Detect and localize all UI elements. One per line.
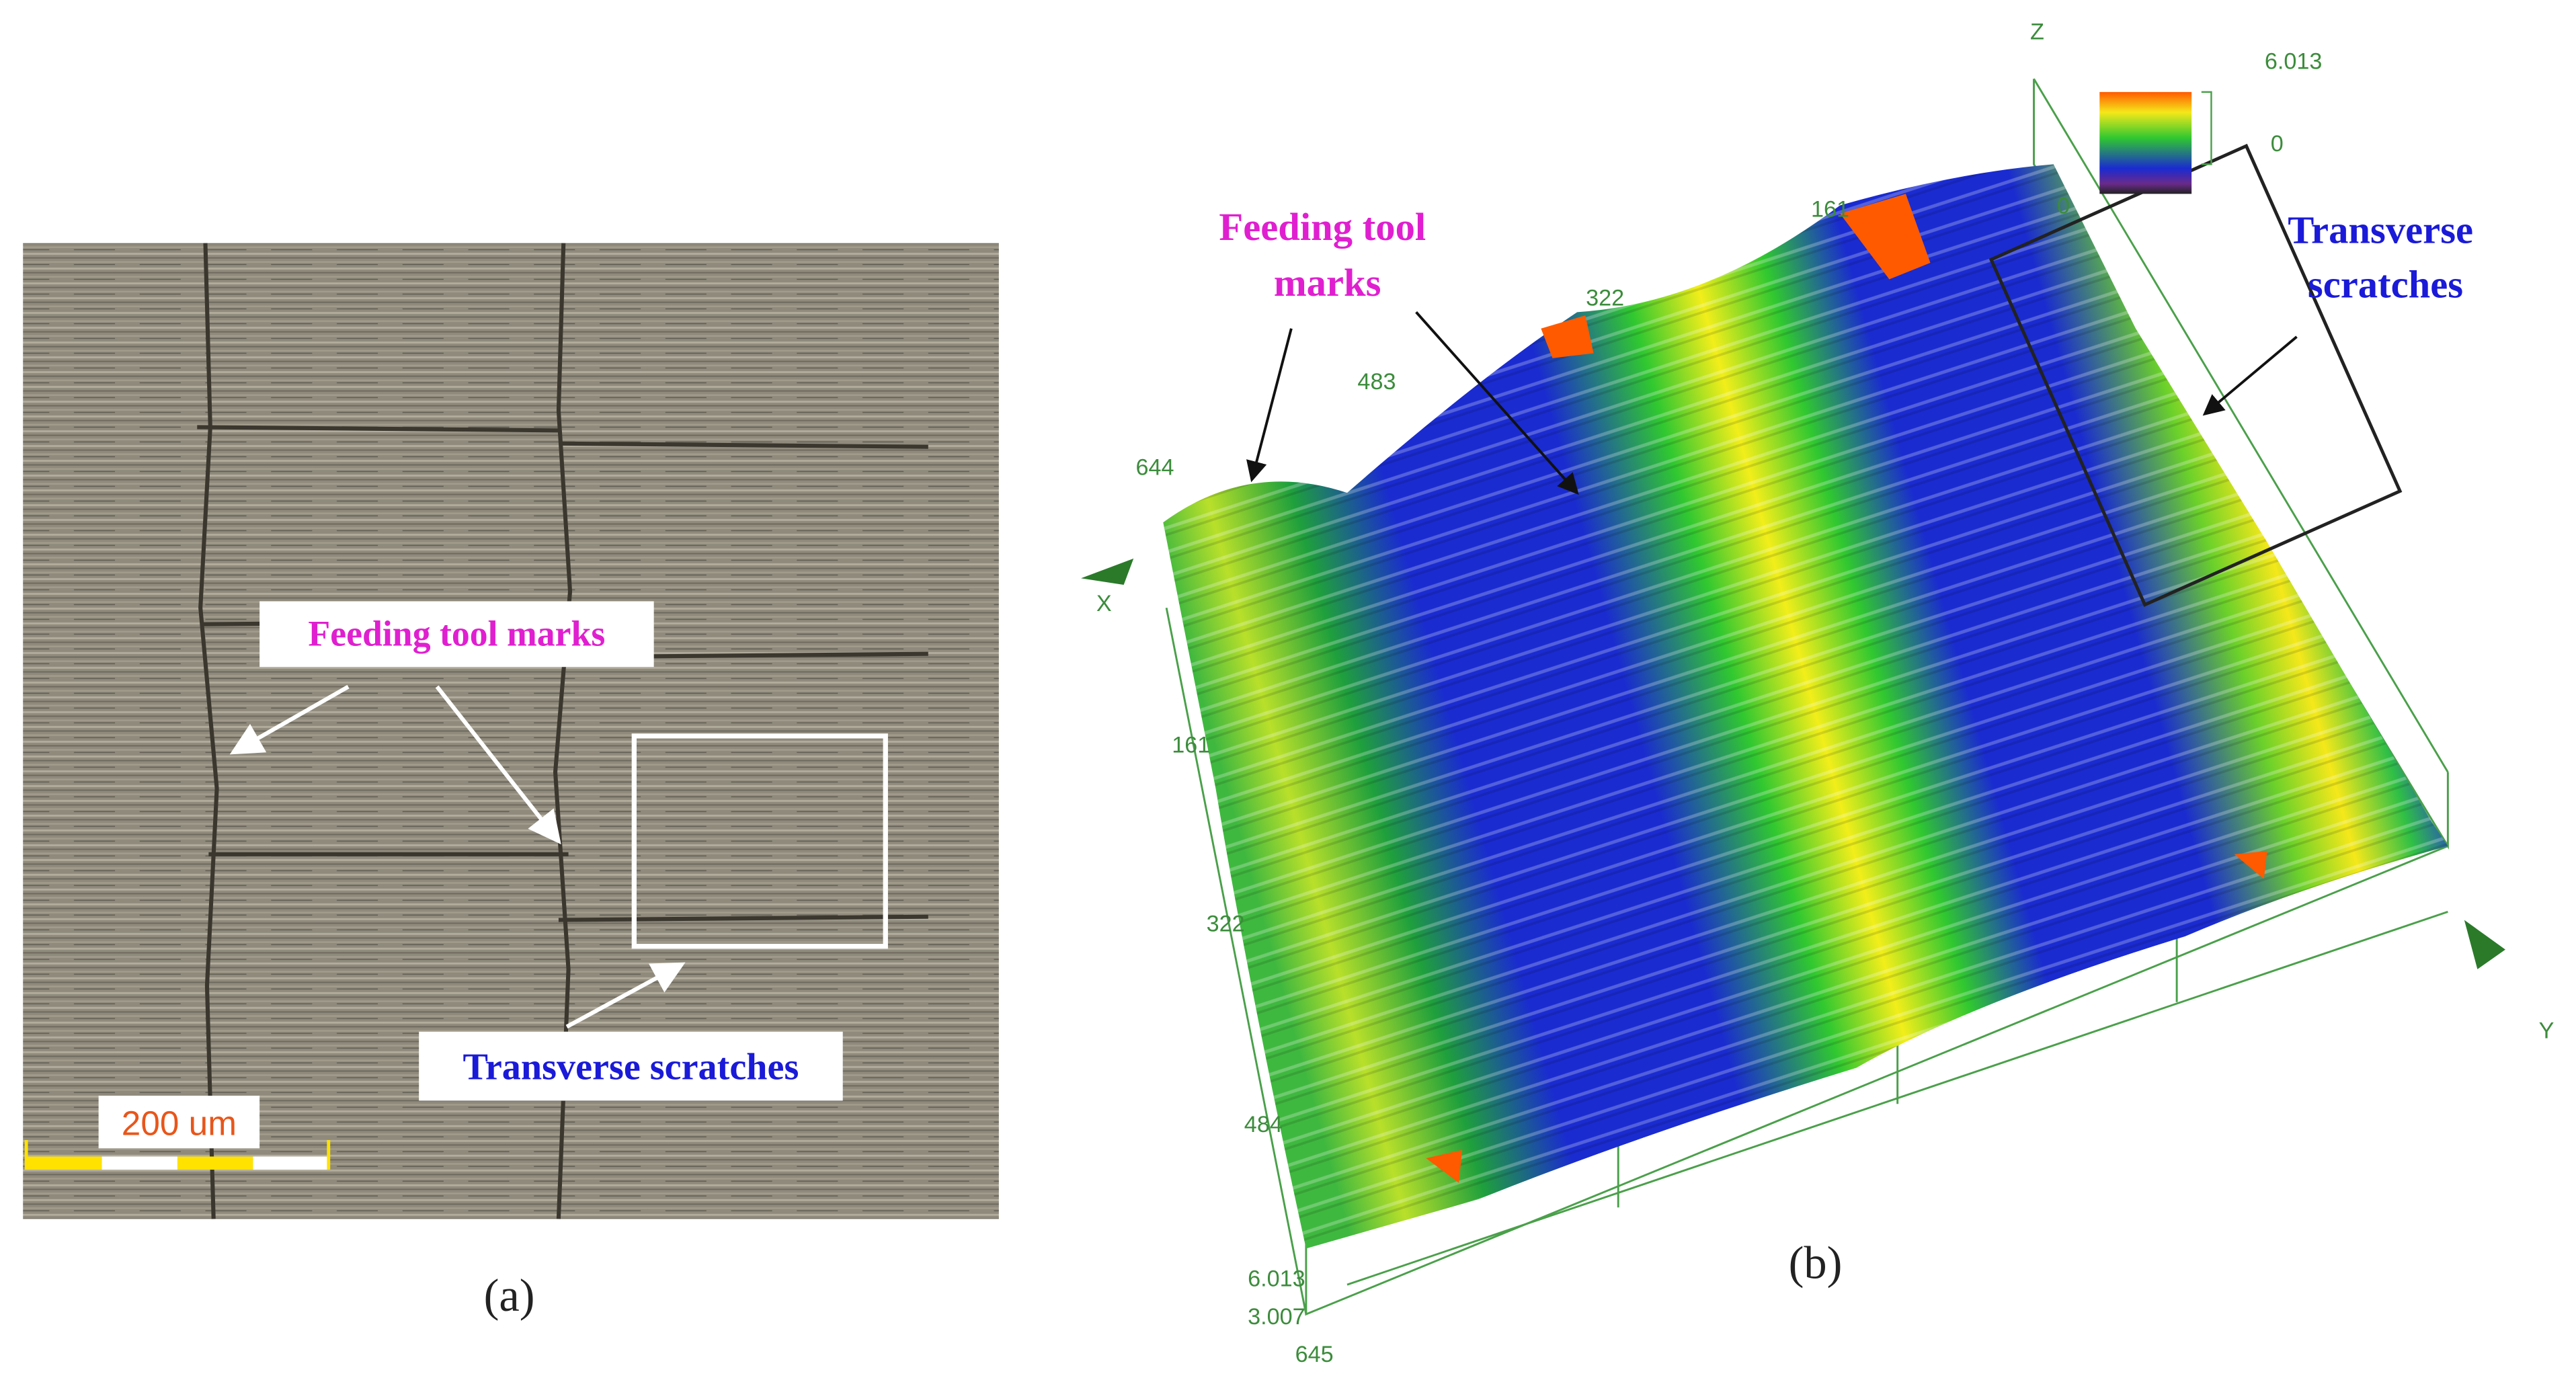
annotation-line: Feeding tool <box>1219 205 1426 249</box>
edge-tick: 161 <box>1172 732 1210 758</box>
annotation-line: Transverse <box>2288 208 2473 252</box>
panel-b: Feeding tool marks Transverse scratches … <box>1081 19 2554 1367</box>
edge-tick: 0 <box>2057 194 2070 219</box>
x-axis-arrow <box>1081 558 1134 585</box>
arrows <box>229 684 686 1029</box>
corner-tick: 645 <box>1295 1342 1334 1367</box>
label-box <box>259 601 654 667</box>
colorbar-label: 6.013 <box>2265 49 2323 75</box>
annotation: Transverse scratches <box>2288 208 2483 307</box>
corner-tick: 3.007 <box>1248 1304 1305 1330</box>
corner-tick: 6.013 <box>1248 1266 1305 1292</box>
arrows <box>1246 311 2298 495</box>
colorbar-label: 0 <box>2271 131 2284 157</box>
colorbar-bracket <box>2201 91 2212 165</box>
peaks <box>1426 194 2267 1183</box>
colorbar <box>2099 91 2192 194</box>
axis-label: X <box>1096 591 1112 616</box>
edge-tick: 322 <box>1586 286 1624 311</box>
highlight-box <box>631 733 888 949</box>
edge-tick: 483 <box>1357 369 1396 395</box>
annotation: Feeding tool marks <box>308 613 605 653</box>
edge-tick: 161 <box>1811 197 1849 222</box>
tool-mark-lines <box>197 243 928 1219</box>
highlight-box <box>1988 143 2403 607</box>
y-axis-arrow <box>2464 920 2505 969</box>
annotation-line: scratches <box>2308 262 2463 306</box>
surface-ridges <box>1163 164 2448 1249</box>
axis-label: Z <box>2030 19 2044 45</box>
edge-tick: 322 <box>1207 912 1245 937</box>
edge-tick: 484 <box>1244 1112 1283 1137</box>
edge-tick: 644 <box>1136 454 1174 480</box>
panel-a: Feeding tool marks Transverse scratches … <box>23 243 999 1321</box>
annotation: Transverse scratches <box>463 1047 799 1088</box>
panel-label: (b) <box>1789 1237 1843 1288</box>
scale-bar-label: 200 um <box>122 1104 237 1143</box>
panel-label: (a) <box>484 1270 535 1321</box>
scale-bar <box>24 1140 331 1170</box>
label-box <box>419 1031 843 1101</box>
annotation: Feeding tool marks <box>1219 205 1436 305</box>
axis-label: Y <box>2539 1018 2554 1044</box>
annotation-line: marks <box>1274 261 1381 305</box>
label-box <box>98 1096 260 1149</box>
